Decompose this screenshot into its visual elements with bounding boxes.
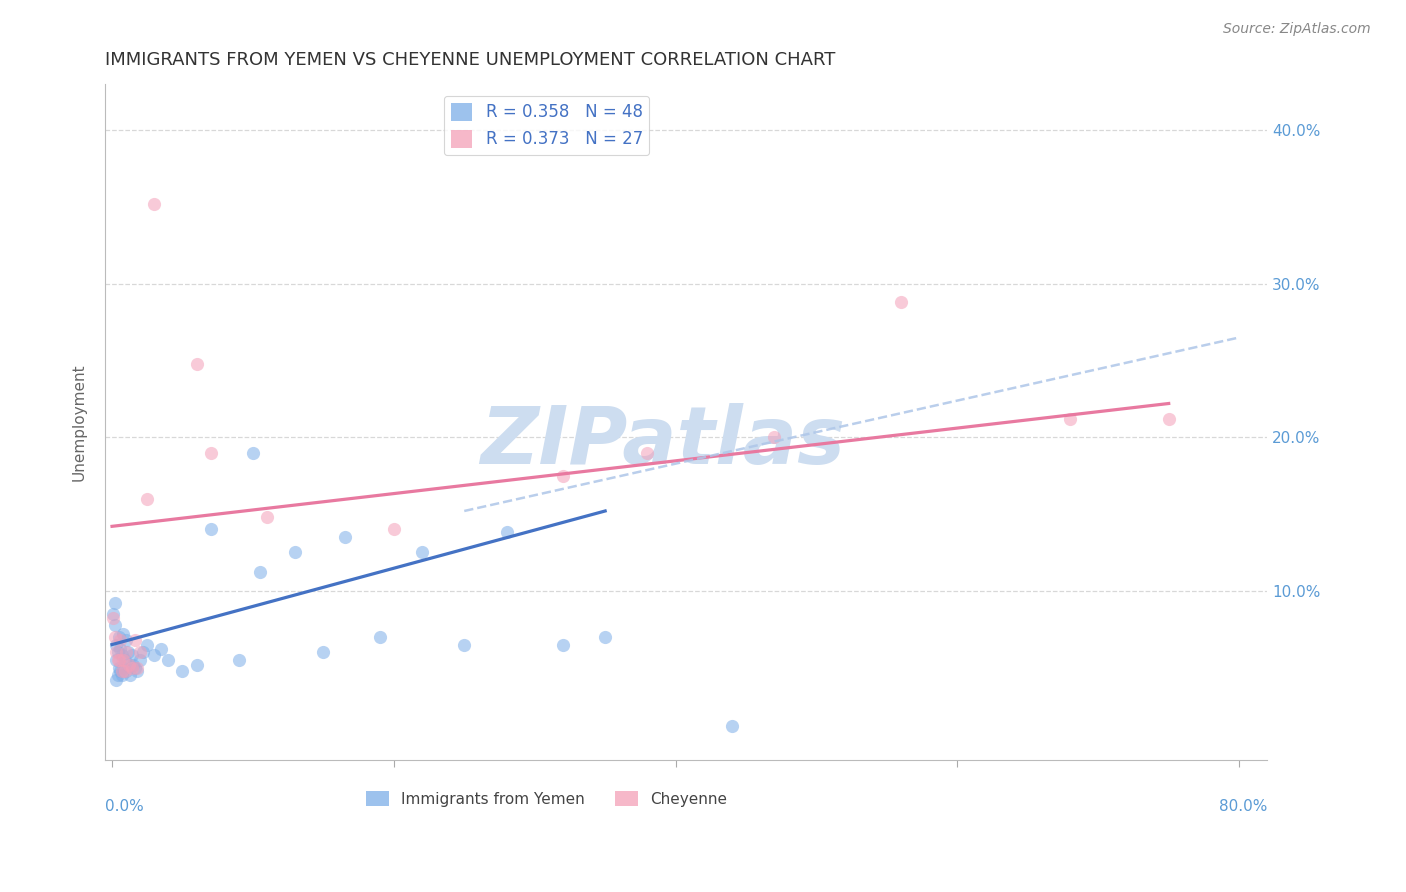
Point (111, 648, 134, 663)
Point (172, 664, 194, 678)
Point (721, 719, 744, 733)
Point (453, 638, 475, 652)
Point (105, 673, 128, 687)
Legend: R = 0.358   N = 48, R = 0.373   N = 27: R = 0.358 N = 48, R = 0.373 N = 27 (444, 95, 650, 155)
Point (122, 657, 145, 672)
Point (103, 607, 125, 621)
Point (143, 197, 166, 211)
Point (200, 445, 222, 459)
Point (129, 653, 152, 667)
Point (107, 645, 129, 659)
Text: 0.0%: 0.0% (105, 799, 143, 814)
Point (108, 630, 131, 644)
Point (382, 523, 405, 537)
Point (118, 657, 141, 672)
Point (112, 627, 135, 641)
Point (105, 653, 128, 667)
Point (284, 545, 307, 559)
Text: Source: ZipAtlas.com: Source: ZipAtlas.com (1223, 22, 1371, 37)
Point (114, 664, 136, 678)
Point (593, 630, 616, 644)
Point (124, 632, 146, 647)
Point (121, 660, 143, 674)
Point (186, 657, 208, 672)
Point (368, 630, 391, 644)
Point (110, 642, 132, 657)
Point (115, 645, 138, 659)
Point (103, 611, 125, 625)
Point (112, 660, 135, 674)
Point (636, 445, 658, 459)
Point (104, 617, 127, 632)
Point (111, 668, 134, 682)
Point (143, 648, 166, 663)
Point (228, 653, 250, 667)
Point (1059, 412, 1081, 426)
Point (115, 664, 138, 678)
Point (108, 660, 131, 674)
Point (890, 295, 912, 310)
Point (111, 664, 134, 678)
Point (129, 645, 152, 659)
Point (105, 645, 128, 659)
Point (132, 645, 155, 659)
Point (104, 596, 127, 610)
Point (110, 632, 132, 647)
Point (495, 525, 517, 540)
Point (114, 653, 136, 667)
Point (136, 491, 159, 506)
Point (312, 645, 335, 659)
Point (115, 632, 138, 647)
Point (333, 530, 356, 544)
Text: ZIPatlas: ZIPatlas (481, 403, 845, 481)
Point (256, 510, 278, 524)
Point (120, 668, 142, 682)
Point (551, 468, 574, 483)
Point (136, 638, 159, 652)
Point (242, 445, 264, 459)
Point (124, 660, 146, 674)
Point (127, 664, 149, 678)
Point (200, 523, 222, 537)
Point (157, 653, 180, 667)
Text: 80.0%: 80.0% (1219, 799, 1267, 814)
Point (112, 653, 135, 667)
Point (127, 660, 149, 674)
Point (118, 657, 141, 672)
Point (411, 545, 433, 559)
Point (121, 648, 143, 663)
Point (763, 430, 786, 444)
Point (107, 668, 129, 682)
Point (1157, 412, 1180, 426)
Point (104, 630, 127, 644)
Point (249, 566, 271, 580)
Point (186, 357, 208, 371)
Point (108, 653, 131, 667)
Point (551, 638, 574, 652)
Point (107, 653, 129, 667)
Point (105, 638, 128, 652)
Text: IMMIGRANTS FROM YEMEN VS CHEYENNE UNEMPLOYMENT CORRELATION CHART: IMMIGRANTS FROM YEMEN VS CHEYENNE UNEMPL… (105, 51, 835, 69)
Point (150, 642, 173, 657)
Point (117, 645, 139, 659)
Point (110, 664, 132, 678)
Y-axis label: Unemployment: Unemployment (72, 363, 86, 481)
